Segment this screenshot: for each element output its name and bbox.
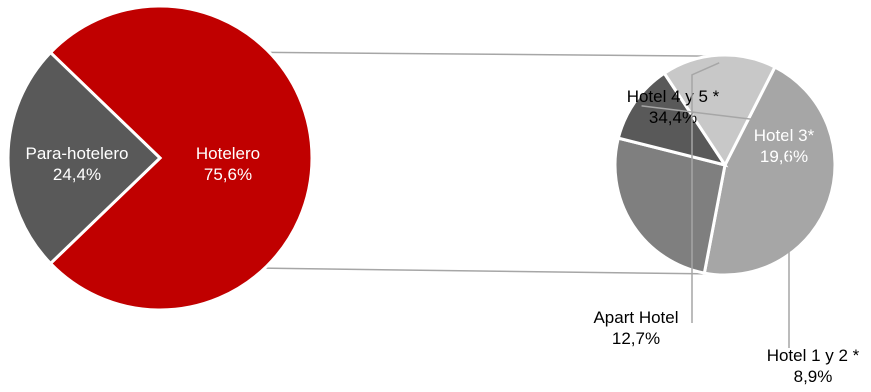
leader-hotel-1-y-2 bbox=[641, 105, 790, 348]
main-slice-hotelero bbox=[48, 4, 314, 312]
main-pie bbox=[6, 4, 314, 312]
sub-slice-hotel-4-y-5 bbox=[702, 64, 837, 277]
label-hotel-4-y-5: Hotel 4 y 5 * 34,4% bbox=[627, 87, 720, 127]
label-hotel-3: Hotel 3* 19,6% bbox=[754, 126, 815, 166]
label-para-hotelero: Para-hotelero 24,4% bbox=[25, 144, 128, 184]
main-slice-para-hotelero bbox=[6, 50, 163, 266]
sub-slice-hotel-1-y-2 bbox=[616, 71, 729, 168]
label-hotel-1-y-2: Hotel 1 y 2 * 8,9% bbox=[767, 346, 860, 386]
leader-apart-hotel bbox=[691, 62, 720, 323]
label-hotelero: Hotelero 75,6% bbox=[196, 144, 260, 184]
sub-slice-hotel-3 bbox=[613, 136, 727, 275]
breakdown-pie bbox=[613, 53, 837, 277]
data-labels: Hotelero 75,6% Para-hotelero 24,4% Hotel 4 y… bbox=[25, 62, 860, 386]
label-apart-hotel: Apart Hotel 12,7% bbox=[593, 308, 678, 348]
